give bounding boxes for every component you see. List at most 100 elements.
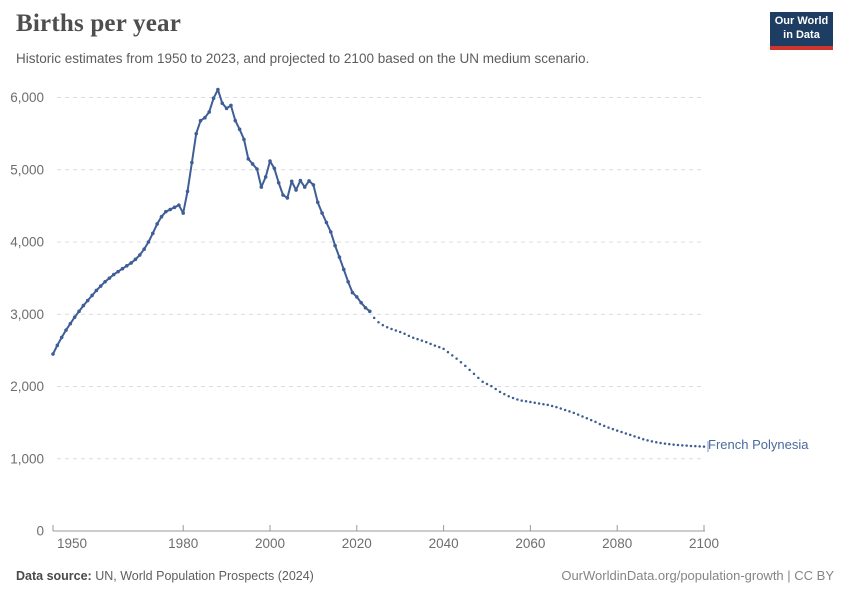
chart-footer: Data source: UN, World Population Prospe… [16, 568, 834, 583]
historic-marker [107, 276, 112, 280]
projection-dot [411, 336, 415, 339]
x-tick-label: 1950 [57, 536, 87, 551]
series-label-french-polynesia: French Polynesia [708, 437, 809, 452]
historic-marker [268, 159, 272, 163]
projection-dot [377, 320, 380, 324]
historic-marker [346, 279, 350, 284]
projection-dot [598, 422, 602, 426]
historic-marker [363, 305, 368, 310]
historic-marker [94, 288, 99, 293]
historic-marker [272, 166, 277, 171]
historic-marker [124, 264, 129, 268]
projection-dot [459, 361, 463, 364]
projection-dot [485, 382, 489, 386]
y-tick-label: 1,000 [10, 451, 44, 466]
projection-dot [455, 357, 458, 360]
historic-marker [81, 303, 86, 308]
historic-marker [324, 220, 329, 225]
historic-marker [263, 175, 268, 179]
historic-marker [68, 321, 73, 326]
historic-marker [181, 211, 185, 215]
projection-dots [372, 316, 706, 448]
projection-dot [659, 441, 662, 445]
projection-dot [702, 445, 706, 448]
historic-marker [242, 137, 246, 142]
historic-marker [211, 96, 216, 101]
historic-marker [350, 290, 355, 295]
projection-dot [589, 418, 593, 422]
historic-marker [185, 189, 190, 194]
historic-marker [146, 240, 151, 244]
projection-dot [611, 427, 615, 431]
historic-marker [77, 309, 81, 314]
historic-marker [315, 200, 320, 205]
historic-marker [203, 115, 207, 120]
historic-marker [224, 106, 229, 111]
projection-dot [602, 424, 606, 428]
x-tick-label: 2080 [602, 536, 632, 551]
projection-dot [550, 404, 554, 408]
x-tick-label: 2040 [429, 536, 459, 551]
projection-dot [628, 433, 632, 437]
historic-marker [164, 209, 168, 214]
projection-dot [498, 390, 502, 394]
historic-marker [155, 222, 159, 226]
historic-marker [233, 118, 238, 123]
x-tick-label: 2020 [342, 536, 372, 551]
projection-dot [533, 401, 536, 405]
historic-marker [333, 243, 337, 248]
projection-dot [663, 442, 667, 445]
projection-dot [420, 339, 424, 342]
projection-dot [372, 316, 376, 320]
projection-dot [585, 417, 589, 420]
y-tick-label: 0 [36, 524, 44, 539]
historic-marker [368, 309, 372, 314]
historic-marker [59, 335, 64, 340]
historic-marker [237, 127, 242, 132]
owid-logo[interactable]: Our World in Data [770, 12, 833, 50]
projection-dot [546, 403, 550, 407]
projection-dot [503, 392, 506, 396]
projection-dot [516, 398, 519, 401]
projection-dot [381, 323, 385, 327]
historic-marker [159, 214, 164, 219]
projection-dot [390, 327, 393, 331]
historic-marker [177, 203, 181, 207]
historic-marker [229, 103, 233, 108]
data-source-text: Data source: UN, World Population Prospe… [16, 569, 314, 583]
credit-link[interactable]: OurWorldinData.org/population-growth | C… [561, 568, 834, 583]
projection-dot [646, 439, 649, 442]
historic-marker [359, 300, 363, 305]
projection-dot [464, 364, 467, 368]
projection-dot [524, 400, 528, 403]
x-tick-label: 1980 [168, 536, 198, 551]
projection-dot [429, 342, 432, 346]
projection-dot [559, 407, 563, 410]
historic-marker [302, 185, 307, 189]
projection-dot [676, 443, 680, 447]
historic-marker [307, 179, 311, 183]
projection-dot [581, 415, 584, 418]
y-tick-label: 4,000 [10, 235, 44, 250]
projection-dot [442, 347, 445, 351]
projection-dot [398, 330, 402, 334]
owid-logo-text: Our World in Data [770, 12, 833, 46]
historic-marker [111, 272, 116, 277]
historic-marker [355, 295, 359, 299]
historic-marker [289, 179, 294, 184]
historic-marker [138, 253, 142, 257]
projection-dot [576, 413, 580, 416]
historic-marker [55, 343, 60, 348]
historic-marker [294, 188, 298, 192]
projection-dot [520, 399, 523, 402]
projection-dot [568, 410, 571, 413]
historic-marker [120, 266, 125, 271]
owid-logo-line2: in Data [783, 29, 820, 41]
projection-dot [689, 444, 693, 448]
y-tick-label: 3,000 [10, 307, 44, 322]
projection-dot [529, 400, 532, 404]
historic-marker [341, 267, 346, 272]
projection-dot [490, 384, 493, 388]
projection-dot [555, 405, 558, 409]
